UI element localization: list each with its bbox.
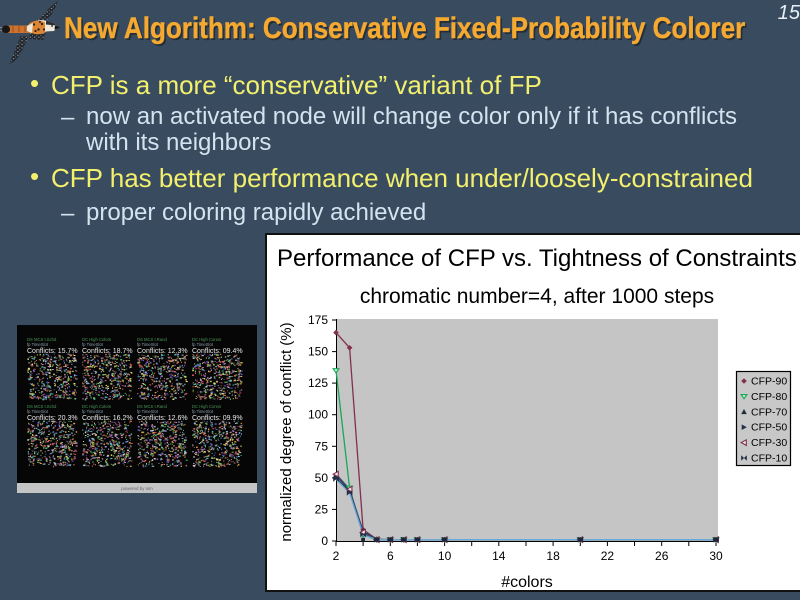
svg-text:6: 6 [387,549,394,563]
svg-text:fp TimeSlot: fp TimeSlot [192,342,214,347]
svg-text:10: 10 [438,549,452,563]
svg-text:Conflicts: 15.7%: Conflicts: 15.7% [27,348,78,355]
svg-text:CFP-70: CFP-70 [751,406,787,418]
svg-text:Conflicts: 12.3%: Conflicts: 12.3% [137,348,188,355]
svg-text:Conflicts: 16.2%: Conflicts: 16.2% [82,415,133,422]
svg-text:#colors: #colors [501,574,553,591]
svg-text:150: 150 [308,345,328,359]
svg-text:CFP-80: CFP-80 [751,391,787,403]
svg-text:Conflicts: 09.4%: Conflicts: 09.4% [192,348,243,355]
svg-text:175: 175 [308,313,328,327]
svg-text:125: 125 [308,376,328,390]
svg-text:DC High Colors: DC High Colors [82,337,111,342]
svg-text:100: 100 [308,408,328,422]
svg-text:30: 30 [709,549,723,563]
svg-text:fp TimeSlot: fp TimeSlot [137,409,159,414]
svg-text:Conflicts: 12.6%: Conflicts: 12.6% [137,415,188,422]
svg-text:18: 18 [546,549,560,563]
svg-text:fp TimeSlot: fp TimeSlot [137,342,159,347]
svg-text:DS MCS t.Rand: DS MCS t.Rand [137,337,167,342]
svg-text:CFP-90: CFP-90 [751,376,787,388]
svg-text:14: 14 [492,549,506,563]
svg-text:Conflicts: 20.3%: Conflicts: 20.3% [27,415,78,422]
svg-text:DS MCS t.Schd: DS MCS t.Schd [27,404,57,409]
svg-text:DC High Colors: DC High Colors [82,404,111,409]
svg-text:fp TimeSlot: fp TimeSlot [192,409,214,414]
svg-text:fp TimeSlot: fp TimeSlot [82,342,104,347]
svg-text:normalized degree of conflict: normalized degree of conflict (%) [278,322,295,541]
svg-text:Conflicts: 09.9%: Conflicts: 09.9% [192,415,243,422]
svg-text:Performance of CFP vs. Tightne: Performance of CFP vs. Tightness of Cons… [277,245,797,272]
svg-text:50: 50 [315,471,329,485]
svg-text:Conflicts: 18.7%: Conflicts: 18.7% [82,348,133,355]
svg-text:25: 25 [315,502,329,516]
svg-text:CFP-30: CFP-30 [751,437,787,449]
svg-text:DC High Conns: DC High Conns [192,337,221,342]
svg-text:CFP-10: CFP-10 [751,453,787,465]
svg-text:DS MCS t.Schd: DS MCS t.Schd [27,337,57,342]
svg-text:fp TimeSlot: fp TimeSlot [82,409,104,414]
svg-text:DC High Conns: DC High Conns [192,404,221,409]
svg-text:chromatic number=4, after 1000: chromatic number=4, after 1000 steps [360,285,714,308]
svg-text:DS MCS t.Rand: DS MCS t.Rand [137,404,167,409]
svg-text:22: 22 [601,549,615,563]
svg-text:fp TimeSlot: fp TimeSlot [27,342,49,347]
svg-text:0: 0 [321,534,328,548]
svg-text:2: 2 [333,549,340,563]
svg-text:powered by sim: powered by sim [121,486,153,491]
svg-text:75: 75 [315,439,329,453]
svg-text:fp TimeSlot: fp TimeSlot [27,409,49,414]
svg-text:26: 26 [655,549,669,563]
svg-text:CFP-50: CFP-50 [751,422,787,434]
